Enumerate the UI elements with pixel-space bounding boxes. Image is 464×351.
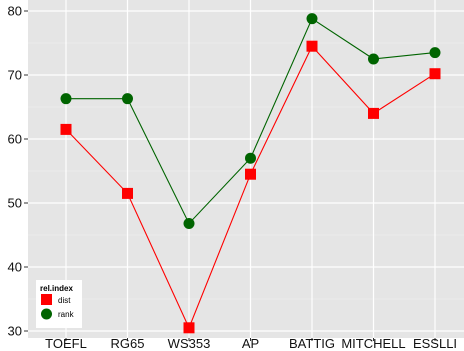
data-point-dist	[429, 68, 441, 80]
y-axis: 30 40 50 60 70 80	[8, 4, 28, 339]
x-tick-label: ESSLLI	[413, 336, 457, 351]
series-points	[60, 13, 441, 334]
data-point-dist	[183, 322, 195, 334]
legend-label-dist: dist	[58, 296, 71, 305]
data-point-rank	[368, 53, 379, 65]
legend-swatch-dist	[41, 294, 52, 305]
legend-swatch-rank	[41, 308, 52, 320]
x-axis: TOEFL RG65 WS353 AP BATTIG MITCHELL ESSLLI	[45, 336, 457, 351]
data-point-dist	[306, 40, 318, 52]
y-tick-label: 70	[8, 68, 22, 83]
x-tick-label: BATTIG	[289, 336, 335, 351]
data-point-rank	[122, 93, 133, 105]
data-point-rank	[306, 13, 318, 25]
x-tick-label: RG65	[111, 336, 145, 351]
legend-label-rank: rank	[58, 310, 75, 319]
y-tick-label: 80	[8, 4, 22, 19]
x-tick-label: TOEFL	[45, 336, 87, 351]
data-point-rank	[183, 217, 195, 229]
legend-title: rel.index	[40, 284, 73, 293]
data-point-dist	[60, 123, 72, 135]
x-tick-label: WS353	[168, 336, 211, 351]
data-point-dist	[122, 187, 133, 199]
x-tick-label: MITCHELL	[341, 336, 405, 351]
y-tick-label: 30	[8, 324, 22, 339]
data-point-rank	[429, 47, 441, 59]
legend: rel.index dist rank	[36, 280, 82, 328]
data-point-rank	[60, 93, 72, 105]
x-tick-label: AP	[242, 336, 259, 351]
data-point-rank	[245, 152, 256, 164]
y-tick-label: 40	[8, 260, 22, 275]
y-tick-label: 60	[8, 132, 22, 147]
y-tick-label: 50	[8, 196, 22, 211]
data-point-dist	[368, 107, 379, 119]
data-point-dist	[245, 168, 256, 180]
